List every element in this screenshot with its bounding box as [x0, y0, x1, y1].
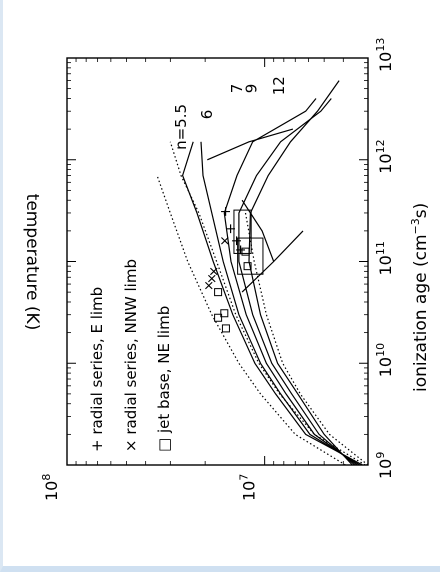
legend: + radial series, E limb × radial series, …: [88, 259, 173, 452]
curve-label: 12: [270, 76, 288, 95]
curve-label: 9: [242, 84, 260, 94]
model-curve-10: [244, 212, 369, 466]
x-tick-label: 1011: [374, 241, 395, 275]
point-e-limb: +: [218, 206, 234, 218]
point-ne-limb: [243, 262, 252, 271]
model-curves: [156, 80, 369, 466]
point-nnw-limb: ×: [207, 266, 222, 277]
curve-label: 7: [228, 84, 246, 94]
model-curve-n5.5: [181, 141, 363, 466]
y-tick-label: 107: [238, 474, 259, 501]
point-ne-limb: [241, 247, 250, 256]
axis-titles: ionization age (cm−3s) temperature (K): [22, 194, 431, 392]
point-nnw-limb: ×: [202, 280, 217, 291]
y-tick-label: 108: [40, 474, 61, 501]
point-nnw-limb: ×: [218, 235, 233, 246]
model-curve-n6: [200, 141, 361, 466]
axes: [66, 57, 369, 466]
model-curve-n12: [248, 80, 353, 466]
model-curve-7: [207, 128, 294, 161]
curve-label: 6: [198, 110, 216, 120]
model-curve-6: [241, 230, 304, 293]
plot-border: [66, 57, 369, 466]
x-tick-label: 1010: [374, 343, 395, 377]
curve-labels: n=5.5 6 79 12: [172, 76, 288, 150]
model-curve-n9: [238, 98, 356, 466]
legend-entry: + radial series, E limb: [88, 287, 106, 452]
curve-label: n=5.5: [172, 104, 190, 150]
point-ne-limb: [214, 313, 223, 322]
x-tick-label: 1012: [374, 139, 395, 173]
point-ne-limb: [221, 324, 230, 333]
point-e-limb: +: [229, 235, 245, 247]
model-curve-9: [169, 141, 366, 466]
ticks: 109 1010 1011 1012 1013 107 108: [40, 38, 395, 501]
point-ne-limb: [214, 288, 223, 297]
model-curve-n7: [223, 98, 358, 466]
x-tick-label: 109: [374, 452, 395, 479]
point-ne-limb: [220, 309, 229, 318]
legend-entry: □ jet base, NE limb: [155, 306, 173, 452]
model-curve-8: [156, 175, 346, 466]
error-box: [237, 237, 264, 275]
y-axis-title: temperature (K): [22, 194, 42, 331]
data-points: ++++××××: [202, 206, 264, 333]
x-axis-title: ionization age (cm−3s): [409, 203, 431, 392]
point-nnw-limb: ×: [205, 273, 220, 284]
error-box: [233, 209, 252, 254]
legend-entry: × radial series, NNW limb: [122, 259, 140, 452]
point-e-limb: +: [223, 223, 239, 235]
point-e-limb: +: [233, 244, 249, 256]
x-tick-label: 1013: [374, 38, 395, 72]
